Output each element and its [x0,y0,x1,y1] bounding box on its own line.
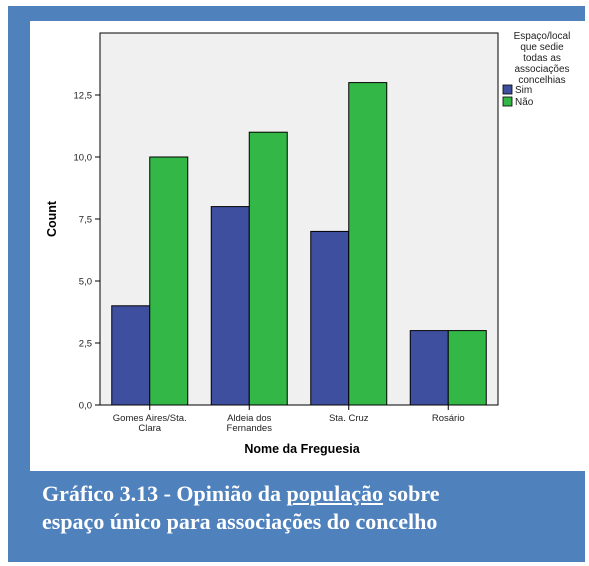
caption-line2: espaço único para associações do concelh… [42,509,438,534]
x-tick-label: Aldeia dos [227,413,272,424]
bar-sim [210,206,250,406]
y-axis-title: Count [45,200,59,237]
legend-label: Sim [515,85,532,96]
bar-sim [111,305,151,406]
y-tick-label: 2,5 [79,339,92,350]
x-axis-title: Nome da Freguesia [244,442,360,456]
legend-label: Não [515,97,534,108]
bar-no [248,131,288,406]
legend-title: que sedie [520,42,564,53]
bar-no [149,156,189,406]
bar-chart: 0,0 2,5 5,0 7,5 10,0 12,5 Gomes Aires/Sta.Clar… [45,31,571,456]
legend-title: associações [514,64,569,75]
caption-suffix: sobre [383,481,440,506]
legend-title: todas as [523,53,561,64]
bar-sim [409,330,449,406]
figure-caption: Gráfico 3.13 - Opinião da população sobr… [42,480,572,536]
bar-no [348,82,388,406]
x-tick-label: Gomes Aires/Sta. [113,413,187,424]
y-tick-label: 10,0 [74,153,93,164]
caption-underlined: população [286,481,384,506]
figure-frame: 0,0 2,5 5,0 7,5 10,0 12,5 Gomes Aires/Sta. Clar… [8,6,588,562]
x-tick-label: Fernandes [227,423,273,434]
legend-swatch [502,96,513,107]
legend-title: concelhias [518,75,565,86]
legend-swatch [502,84,513,95]
y-tick-label: 7,5 [79,215,92,226]
caption-prefix: Gráfico 3.13 - Opinião da [42,481,287,506]
x-tick-label: Rosário [432,413,465,424]
x-tick-label: Clara [138,423,161,434]
y-tick-label: 12,5 [74,91,93,102]
bar-no [447,330,487,406]
chart-panel: 0,0 2,5 5,0 7,5 10,0 12,5 Gomes Aires/Sta. Clar… [30,21,588,471]
y-tick-label: 0,0 [79,401,92,412]
bar-sim [310,230,350,406]
x-tick-label: Sta. Cruz [329,413,369,424]
y-tick-label: 5,0 [79,277,92,288]
legend-title: Espaço/local [514,31,571,42]
